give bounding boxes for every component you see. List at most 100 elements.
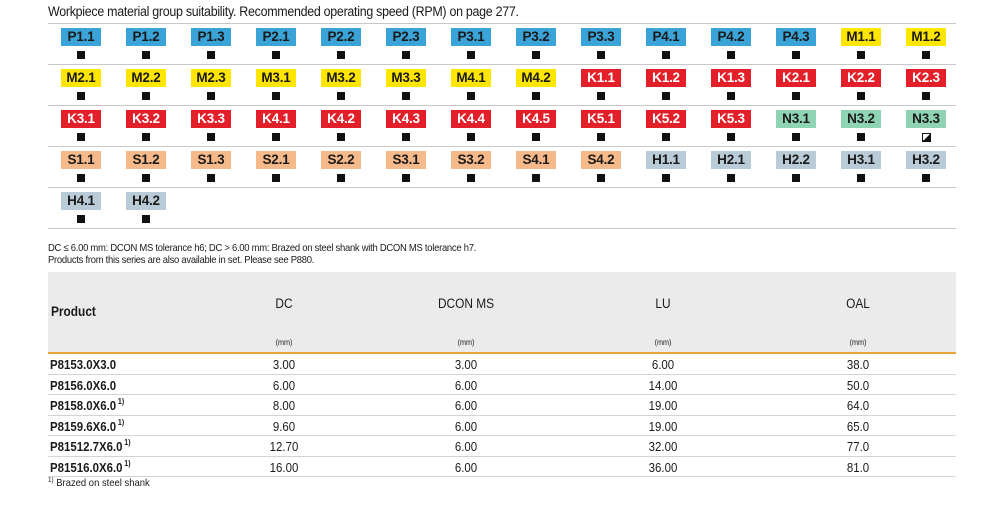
full-suitability-icon xyxy=(467,51,475,59)
material-cell: P2.3 xyxy=(373,24,438,65)
material-cell: H3.1 xyxy=(828,147,893,188)
full-suitability-icon xyxy=(402,51,410,59)
material-code-badge: K5.3 xyxy=(711,110,751,128)
material-code-badge: K3.3 xyxy=(191,110,231,128)
material-code-badge: P2.1 xyxy=(256,28,296,46)
material-code-badge: H4.2 xyxy=(126,192,166,210)
material-code-badge: P2.2 xyxy=(321,28,361,46)
full-suitability-icon xyxy=(792,92,800,100)
full-suitability-icon xyxy=(142,92,150,100)
product-table-body: P8153.0X3.0 3.00 3.00 6.00 38.0 P8156.0X… xyxy=(48,354,956,477)
full-suitability-icon xyxy=(532,174,540,182)
material-code-badge: K3.2 xyxy=(126,110,166,128)
cell-dc: 9.60 xyxy=(272,418,296,434)
cell-dcon-ms: 3.00 xyxy=(454,357,478,372)
cell-oal: 77.0 xyxy=(846,439,870,454)
material-code-badge: S3.2 xyxy=(451,151,491,169)
cell-lu: 14.00 xyxy=(648,377,678,393)
material-row: S1.1 S1.2 S1.3 S2.1 S2.2 S3.1 S3.2 S4.1 S4.2 H1.1… xyxy=(48,147,956,188)
full-suitability-icon xyxy=(727,174,735,182)
full-suitability-icon xyxy=(727,133,735,141)
material-code-badge: K3.1 xyxy=(61,110,101,128)
material-cell: P1.3 xyxy=(178,24,243,65)
material-code-badge: N3.1 xyxy=(776,110,816,128)
footnote-marker: 1) xyxy=(117,417,125,427)
full-suitability-icon xyxy=(402,92,410,100)
material-code-badge: H1.1 xyxy=(646,151,686,169)
material-code-badge: P3.2 xyxy=(516,28,556,46)
full-suitability-icon xyxy=(857,133,865,141)
footnote-marker: 1) xyxy=(124,438,131,447)
material-row: M2.1 M2.2 M2.3 M3.1 M3.2 M3.3 M4.1 M4.2 K1.1 K1.2… xyxy=(48,65,956,106)
full-suitability-icon xyxy=(337,92,345,100)
full-suitability-icon xyxy=(597,92,605,100)
column-header-oal: OAL xyxy=(846,296,870,311)
material-cell: M4.1 xyxy=(438,65,503,106)
cell-lu: 19.00 xyxy=(648,418,678,434)
material-cell: K2.3 xyxy=(893,65,958,106)
material-cell: K4.4 xyxy=(438,106,503,147)
full-suitability-icon xyxy=(662,133,670,141)
material-cell: S3.2 xyxy=(438,147,503,188)
full-suitability-icon xyxy=(77,133,85,141)
material-code-badge: P1.2 xyxy=(126,28,166,46)
full-suitability-icon xyxy=(922,174,930,182)
column-header-dc: DC xyxy=(275,296,293,311)
full-suitability-icon xyxy=(142,174,150,182)
full-suitability-icon xyxy=(532,92,540,100)
material-code-badge: K4.3 xyxy=(386,110,426,128)
material-cell: K4.5 xyxy=(503,106,568,147)
material-row: H4.1 H4.2 xyxy=(48,188,956,229)
full-suitability-icon xyxy=(662,174,670,182)
full-suitability-icon xyxy=(662,92,670,100)
material-suitability-grid: P1.1 P1.2 P1.3 P2.1 P2.2 P2.3 P3.1 P3.2 P3.3 P4.1… xyxy=(48,23,956,229)
column-header-lu: LU xyxy=(655,296,671,311)
material-cell: K5.3 xyxy=(698,106,763,147)
column-header-dcon-ms: DCON MS xyxy=(437,296,495,311)
material-code-badge: K4.2 xyxy=(321,110,361,128)
cell-oal: 81.0 xyxy=(846,459,870,475)
material-code-badge: H4.1 xyxy=(61,192,101,210)
material-cell: P2.2 xyxy=(308,24,373,65)
material-code-badge: S1.1 xyxy=(61,151,101,169)
material-cell: P4.1 xyxy=(633,24,698,65)
material-code-badge: M3.1 xyxy=(256,69,296,87)
footnote: 1) Brazed on steel shank xyxy=(48,477,150,489)
material-cell: P4.3 xyxy=(763,24,828,65)
footnote-text: Brazed on steel shank xyxy=(56,477,150,489)
material-code-badge: K5.1 xyxy=(581,110,621,128)
material-code-badge: S2.1 xyxy=(256,151,296,169)
material-cell: N3.1 xyxy=(763,106,828,147)
cell-dc: 12.70 xyxy=(269,439,299,454)
cell-dcon-ms: 6.00 xyxy=(454,459,478,475)
material-cell: K2.1 xyxy=(763,65,828,106)
material-code-badge: K2.3 xyxy=(906,69,946,87)
material-cell: S4.2 xyxy=(568,147,633,188)
material-code-badge: M2.2 xyxy=(126,69,166,87)
material-code-badge: P2.3 xyxy=(386,28,426,46)
material-cell: P1.2 xyxy=(113,24,178,65)
material-cell: M2.3 xyxy=(178,65,243,106)
full-suitability-icon xyxy=(207,174,215,182)
material-cell: M2.1 xyxy=(48,65,113,106)
material-cell: S1.2 xyxy=(113,147,178,188)
material-cell: P4.2 xyxy=(698,24,763,65)
material-code-badge: S3.1 xyxy=(386,151,426,169)
material-code-badge: M2.1 xyxy=(61,69,101,87)
cell-lu: 19.00 xyxy=(648,398,678,413)
full-suitability-icon xyxy=(272,174,280,182)
material-cell: P3.1 xyxy=(438,24,503,65)
material-cell: K5.2 xyxy=(633,106,698,147)
cell-lu: 36.00 xyxy=(648,459,678,475)
full-suitability-icon xyxy=(662,51,670,59)
cell-oal: 50.0 xyxy=(846,377,870,393)
cell-dcon-ms: 6.00 xyxy=(454,439,478,454)
material-cell: S4.1 xyxy=(503,147,568,188)
table-row: P8159.6X6.0 1) 9.60 6.00 19.00 65.0 xyxy=(48,416,956,436)
full-suitability-icon xyxy=(857,92,865,100)
full-suitability-icon xyxy=(857,174,865,182)
material-code-badge: M1.1 xyxy=(841,28,881,46)
material-cell: H2.2 xyxy=(763,147,828,188)
full-suitability-icon xyxy=(77,215,85,223)
cell-lu: 32.00 xyxy=(648,439,678,454)
